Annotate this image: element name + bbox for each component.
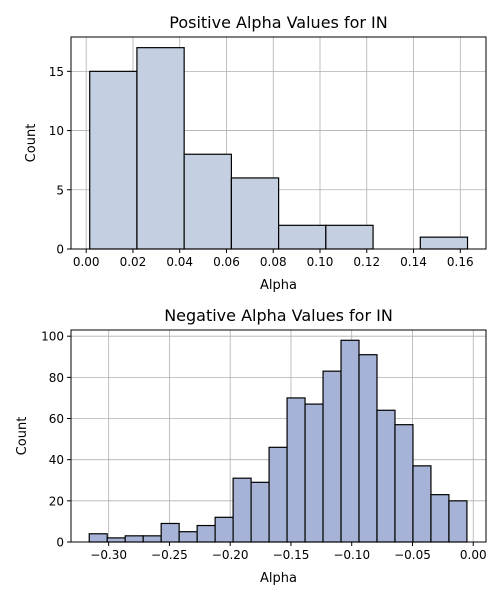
- y-tick-label: 60: [49, 412, 64, 426]
- histogram-bar: [230, 177, 280, 250]
- histogram-bar: [232, 477, 252, 543]
- x-tick-label: 0.06: [213, 255, 240, 269]
- histogram-bar: [183, 153, 232, 250]
- histogram-bar: [419, 236, 469, 250]
- x-tick-label: 0.08: [260, 255, 287, 269]
- y-tick-label: 100: [41, 330, 64, 344]
- histogram-bar: [394, 424, 414, 543]
- x-tick-label: 0.04: [166, 255, 193, 269]
- histogram-bar: [340, 339, 360, 543]
- histogram-bar: [196, 524, 216, 543]
- x-tick-label: −0.25: [151, 548, 188, 562]
- y-tick-label: 80: [49, 371, 64, 385]
- plot-frame: [70, 329, 487, 543]
- histogram-bar: [89, 70, 138, 250]
- histogram-bar: [325, 224, 374, 250]
- histogram-bar: [268, 446, 288, 543]
- histogram-bar: [286, 397, 306, 543]
- chart-title: Negative Alpha Values for IN: [164, 306, 393, 325]
- histogram-bar: [278, 224, 327, 250]
- histogram-bar: [304, 403, 324, 543]
- histogram-bar: [88, 533, 108, 543]
- y-axis-label: Count: [24, 124, 39, 163]
- x-tick-label: −0.15: [273, 548, 310, 562]
- y-tick-label: 40: [49, 453, 64, 467]
- histogram-bar: [250, 481, 270, 543]
- x-tick-label: 0.14: [400, 255, 427, 269]
- positive-alpha-histogram: 0.00 0.02 0.04 0.06 0.08 0.10 0.12 0.14 0.16 0 5 10…: [24, 13, 487, 293]
- histogram-bar: [214, 516, 234, 543]
- x-tick-label: −0.05: [394, 548, 431, 562]
- negative-alpha-histogram: −0.30 −0.25 −0.20 −0.15 −0.10 −0.05 0.00 0 20 40 6…: [15, 306, 487, 586]
- histogram-bar: [124, 535, 144, 543]
- chart-title: Positive Alpha Values for IN: [169, 13, 387, 32]
- y-tick-label: 10: [49, 124, 64, 138]
- y-axis-label: Count: [15, 417, 30, 456]
- x-tick-label: 0.16: [447, 255, 474, 269]
- y-tick-label: 5: [56, 183, 64, 197]
- y-tick-label: 20: [49, 494, 64, 508]
- y-tick-label: 0: [56, 536, 64, 550]
- x-tick-label: −0.20: [212, 548, 249, 562]
- x-tick-label: 0.12: [353, 255, 380, 269]
- x-tick-label: 0.00: [73, 255, 100, 269]
- histogram-bar: [136, 47, 185, 250]
- x-axis-label: Alpha: [260, 278, 297, 293]
- histogram-bar: [412, 465, 432, 543]
- histogram-bar: [178, 531, 198, 543]
- histogram-bar: [160, 522, 180, 543]
- x-axis-label: Alpha: [260, 571, 297, 586]
- x-tick-label: 0.10: [307, 255, 334, 269]
- histogram-bar: [358, 354, 378, 543]
- histogram-bar: [322, 370, 342, 543]
- plot-frame: [70, 36, 487, 250]
- y-tick-label: 15: [49, 65, 64, 79]
- histogram-bar: [142, 535, 162, 543]
- y-tick-label: 0: [56, 243, 64, 257]
- histogram-bar: [430, 494, 450, 543]
- histogram-bar: [106, 537, 126, 543]
- histogram-bar: [376, 409, 396, 543]
- x-tick-label: −0.30: [90, 548, 127, 562]
- x-tick-label: 0.02: [120, 255, 147, 269]
- histogram-bar: [448, 500, 468, 543]
- x-tick-label: 0.00: [460, 548, 487, 562]
- x-tick-label: −0.10: [333, 548, 370, 562]
